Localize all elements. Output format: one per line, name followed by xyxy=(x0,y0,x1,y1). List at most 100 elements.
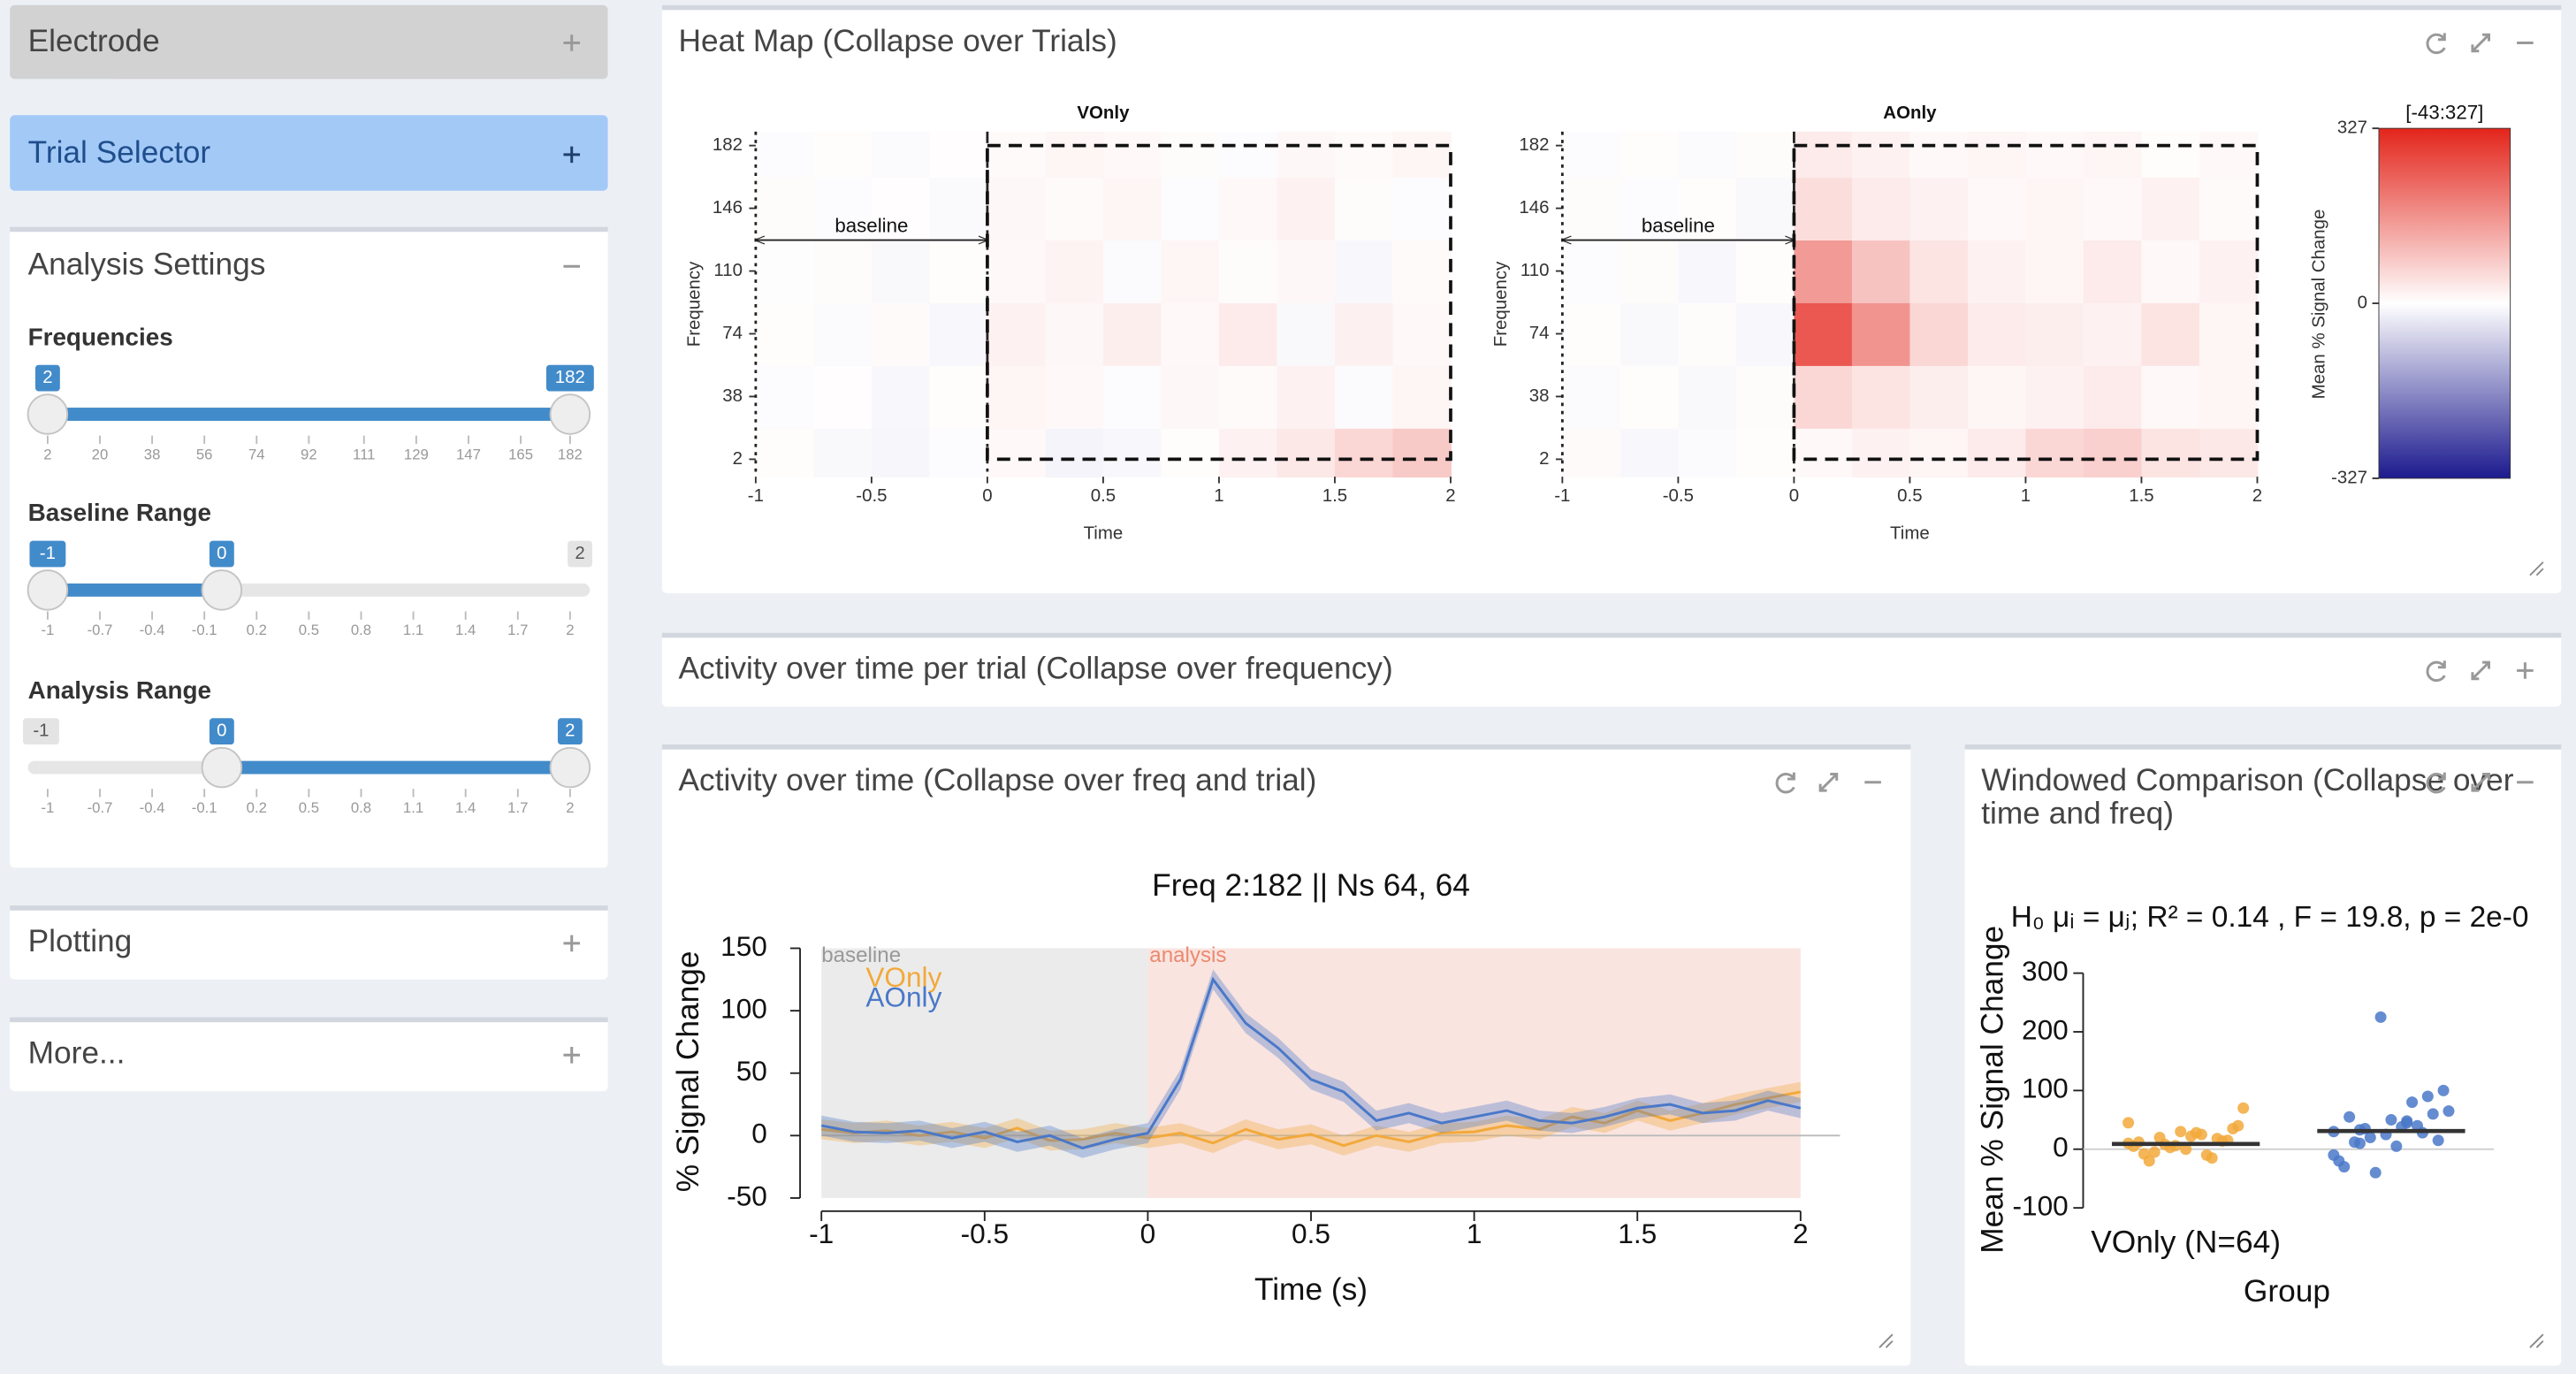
slider-handle[interactable] xyxy=(549,393,591,435)
heatmap-cell xyxy=(1102,240,1162,303)
resize-grip xyxy=(2529,561,2544,576)
expand-icon[interactable] xyxy=(2471,660,2490,681)
slider-handle[interactable] xyxy=(27,569,69,611)
heatmap-cell xyxy=(1218,364,1278,429)
heatmap-cell xyxy=(1334,131,1394,179)
slider-tick-label: 0.5 xyxy=(299,622,319,638)
analysis-region xyxy=(1147,948,1801,1198)
refresh-icon[interactable] xyxy=(2426,660,2446,683)
heatmap-cell xyxy=(1851,302,1911,366)
slider-tick-label: 2 xyxy=(566,622,574,638)
slider-tick-label: -0.1 xyxy=(192,622,217,638)
slider-bar xyxy=(47,583,222,597)
x-tick-label: 1.5 xyxy=(2129,485,2153,506)
slider-handle[interactable] xyxy=(549,746,591,789)
panel-header[interactable] xyxy=(10,5,607,80)
panel xyxy=(10,115,608,191)
heatmap-cell xyxy=(2141,302,2200,366)
heatmap-cell xyxy=(2025,302,2084,366)
x-tick-label: 0.5 xyxy=(1897,485,1922,506)
plus-icon[interactable] xyxy=(563,146,581,164)
slider-handle[interactable] xyxy=(27,393,69,435)
plus-icon[interactable] xyxy=(2517,662,2534,679)
heatmap-cell xyxy=(1967,427,2027,478)
heatmap-cell xyxy=(871,131,931,179)
slider-tick-label: 2 xyxy=(43,446,51,462)
slider-tick-label: -0.1 xyxy=(192,799,217,816)
point xyxy=(2432,1134,2444,1147)
heatmap-cell xyxy=(2025,364,2084,429)
x-tick-label: 1 xyxy=(1467,1218,1482,1249)
heatmap-cell xyxy=(1794,427,1853,478)
heatmap-cell xyxy=(2199,427,2259,478)
slider-handle[interactable] xyxy=(201,569,243,611)
panel xyxy=(10,226,608,868)
x-tick-label: VOnly (N=64) xyxy=(2091,1225,2281,1259)
slider-label: Baseline Range xyxy=(28,499,211,526)
panel-title: Electrode xyxy=(28,24,160,58)
y-tick-label: 0 xyxy=(751,1118,767,1149)
refresh-icon[interactable] xyxy=(2426,772,2446,794)
analysis-window xyxy=(1792,143,2260,462)
slider-tick-label: 1.4 xyxy=(455,799,476,816)
legend-entry: VOnly xyxy=(865,961,941,993)
heatmap-cell xyxy=(1334,240,1394,303)
slider-tick-label: -0.4 xyxy=(140,799,165,816)
y-tick-label: -50 xyxy=(727,1179,767,1211)
refresh-icon[interactable] xyxy=(1775,772,1795,794)
y-tick-label: 2 xyxy=(1539,448,1549,469)
panel xyxy=(1964,744,2562,1366)
slider-tick-label: 147 xyxy=(456,446,481,462)
slider-tick-label: 92 xyxy=(301,446,317,462)
expand-icon[interactable] xyxy=(2471,773,2490,792)
heatmap-cell xyxy=(1735,302,1795,366)
slider-handle[interactable] xyxy=(201,746,243,789)
heatmap-cell xyxy=(1851,427,1911,478)
heatmap-cell xyxy=(1562,131,1621,179)
y-tick-label: 200 xyxy=(2022,1013,2069,1045)
slider-tick-label: 1.1 xyxy=(403,622,423,638)
heatmap-cell xyxy=(871,364,931,429)
slider-value: 2 xyxy=(565,721,575,741)
heatmap-cell xyxy=(1678,364,1737,429)
panel-header[interactable] xyxy=(662,633,2561,707)
point xyxy=(2437,1084,2450,1096)
expand-icon[interactable] xyxy=(1818,773,1839,792)
panel-header[interactable] xyxy=(10,1018,607,1092)
panel-header[interactable] xyxy=(10,115,607,190)
panel xyxy=(10,4,608,80)
y-tick-label: 150 xyxy=(720,930,767,962)
slider-tick-label: 0.8 xyxy=(351,799,371,816)
point xyxy=(2406,1096,2419,1109)
refresh-icon[interactable] xyxy=(2426,33,2446,55)
slider-badge xyxy=(34,364,60,392)
heatmap-cell xyxy=(1794,302,1853,366)
heatmap-cell xyxy=(1102,302,1162,366)
plus-icon[interactable] xyxy=(563,1046,581,1064)
heatmap-cell xyxy=(1620,302,1680,366)
y-axis-label: Frequency xyxy=(684,261,705,347)
point xyxy=(2232,1119,2244,1132)
resize-grip xyxy=(1879,1333,1894,1348)
point xyxy=(2427,1108,2439,1120)
plus-icon[interactable] xyxy=(563,935,581,952)
stats-text: H₀ μᵢ = μⱼ; R² = 0.14 , F = 19.8, p = 2e… xyxy=(2011,901,2529,934)
colorbar-tick-label: 0 xyxy=(2358,292,2367,312)
expand-icon[interactable] xyxy=(2471,33,2490,53)
slider-tick-label: 111 xyxy=(353,446,375,462)
point xyxy=(2237,1102,2250,1114)
heatmap-cell xyxy=(1794,240,1853,303)
panel-title: Trial Selector xyxy=(28,135,211,170)
panel-header[interactable] xyxy=(10,905,607,980)
slider-bar xyxy=(221,760,570,775)
plus-icon[interactable] xyxy=(563,34,581,51)
heatmap-cell xyxy=(1967,364,2027,429)
heatmap-cell xyxy=(755,364,815,429)
slider-tick-label: 38 xyxy=(144,446,161,462)
heatmap-cell xyxy=(871,427,931,478)
heatmap-cell xyxy=(929,131,988,179)
chart-title: Freq 2:182 || Ns 64, 64 xyxy=(1152,868,1470,903)
y-tick-label: 38 xyxy=(1529,385,1550,406)
heatmap-cell xyxy=(1967,131,2027,179)
